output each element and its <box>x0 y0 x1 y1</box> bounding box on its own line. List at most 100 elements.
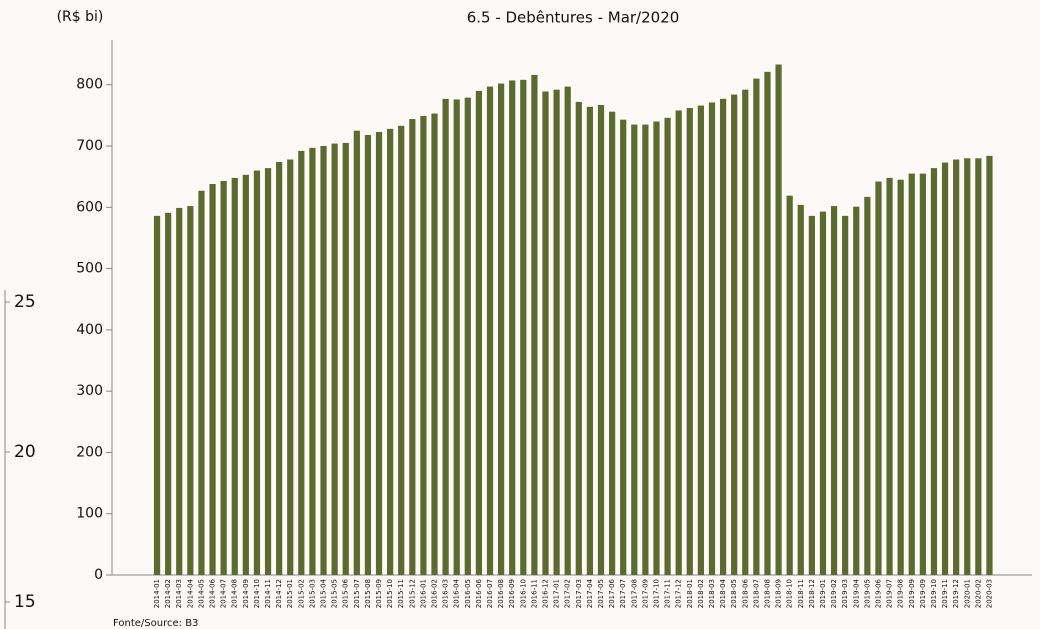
x-tick-label: 2017-01 <box>553 579 561 608</box>
x-tick-label: 2016-08 <box>497 579 505 608</box>
x-tick-label: 2019-06 <box>874 578 882 608</box>
x-tick-label: 2018-09 <box>775 579 783 608</box>
bar <box>198 190 205 575</box>
x-tick-label: 2016-02 <box>431 579 439 608</box>
x-tick-label: 2018-11 <box>797 579 805 608</box>
bar <box>375 131 383 576</box>
y-tick-label: 500 <box>76 261 103 277</box>
bar <box>209 184 216 575</box>
bar <box>420 115 427 575</box>
x-tick-label: 2018-01 <box>686 579 694 608</box>
bar <box>864 196 871 575</box>
x-tick-label: 2018-12 <box>808 579 816 608</box>
bar <box>264 168 272 575</box>
y-tick-label: 800 <box>76 77 103 93</box>
bar <box>509 80 516 576</box>
bar <box>731 94 738 575</box>
bar <box>608 111 616 575</box>
x-tick-label: 2014-12 <box>275 579 283 608</box>
x-tick-label: 2019-03 <box>841 579 849 608</box>
x-tick-label: 2019-04 <box>852 578 860 608</box>
bar <box>620 119 627 575</box>
x-tick-label: 2017-02 <box>564 579 572 608</box>
bar <box>708 102 716 575</box>
bar <box>819 211 827 575</box>
x-tick-label: 2020-03 <box>985 579 993 608</box>
bar <box>309 147 316 575</box>
bar <box>387 128 394 576</box>
bar <box>276 161 283 575</box>
x-tick-label: 2019-09 <box>919 579 927 608</box>
x-tick-label: 2015-11 <box>397 579 405 608</box>
x-tick-label: 2019-02 <box>830 579 838 608</box>
x-tick-label: 2019-05 <box>863 579 871 608</box>
bar <box>409 119 416 575</box>
bar <box>631 124 638 576</box>
bar <box>586 106 594 575</box>
bar <box>941 162 949 576</box>
bar <box>653 121 660 576</box>
bar <box>908 173 915 575</box>
x-tick-label: 2019-01 <box>819 579 827 608</box>
x-tick-label: 2014-07 <box>220 579 228 608</box>
x-tick-label: 2017-09 <box>641 579 649 608</box>
x-tick-label: 2014-02 <box>164 579 172 608</box>
x-tick-label: 2018-04 <box>719 578 727 608</box>
x-tick-label: 2015-01 <box>286 579 294 608</box>
x-tick-label: 2019-11 <box>941 579 949 608</box>
x-tick-label: 2017-07 <box>619 579 627 608</box>
chart-title: 6.5 - Debêntures - Mar/2020 <box>467 9 680 27</box>
x-tick-label: 2015-07 <box>353 579 361 608</box>
y-unit-label: (R$ bi) <box>57 9 104 25</box>
x-tick-label: 2019-12 <box>952 579 960 608</box>
x-tick-label: 2015-02 <box>297 579 305 608</box>
bar <box>253 170 261 575</box>
x-tick-label: 2015-10 <box>386 579 394 608</box>
bar <box>953 159 960 576</box>
bar <box>353 130 360 576</box>
x-tick-label: 2017-08 <box>630 579 638 608</box>
bar <box>331 143 338 575</box>
x-tick-label: 2014-10 <box>253 579 261 608</box>
source-note: Fonte/Source: B3 <box>113 618 198 629</box>
y-tick-label: 700 <box>76 138 103 154</box>
x-tick-label: 2015-03 <box>308 579 316 608</box>
x-tick-label: 2017-04 <box>586 578 594 608</box>
bar <box>775 64 782 575</box>
x-tick-label: 2018-02 <box>697 579 705 608</box>
x-tick-label: 2018-06 <box>741 578 749 608</box>
y-tick-label: 600 <box>76 199 103 215</box>
x-tick-label: 2014-01 <box>153 579 161 608</box>
bar <box>897 179 904 575</box>
bar <box>575 101 582 576</box>
bar <box>742 89 749 576</box>
x-tick-label: 2014-11 <box>264 579 272 608</box>
bar <box>597 104 605 576</box>
x-tick-label: 2016-07 <box>486 579 494 608</box>
bar <box>797 204 804 576</box>
x-tick-label: 2015-04 <box>320 578 328 608</box>
x-tick-label: 2018-05 <box>730 579 738 608</box>
bar <box>808 215 815 575</box>
x-tick-label: 2016-03 <box>442 579 450 608</box>
x-tick-label: 2017-05 <box>597 579 605 608</box>
x-tick-label: 2016-12 <box>542 579 550 608</box>
bar <box>287 159 294 576</box>
bar <box>531 74 538 575</box>
x-tick-label: 2018-10 <box>786 579 794 608</box>
y-tick-label: 100 <box>76 506 103 522</box>
bar <box>830 206 838 575</box>
x-tick-label: 2016-05 <box>464 579 472 608</box>
bar <box>842 215 849 575</box>
x-tick-label: 2014-05 <box>197 579 205 608</box>
y2-tick-label: 25 <box>14 292 36 312</box>
y-tick-label: 200 <box>76 444 103 460</box>
x-tick-label: 2019-10 <box>930 579 938 608</box>
x-tick-label: 2016-04 <box>453 578 461 608</box>
bar <box>442 98 449 576</box>
y-tick-label: 300 <box>76 383 103 399</box>
x-tick-label: 2014-03 <box>175 579 183 608</box>
x-tick-label: 2015-08 <box>364 579 372 608</box>
bar <box>719 98 727 576</box>
